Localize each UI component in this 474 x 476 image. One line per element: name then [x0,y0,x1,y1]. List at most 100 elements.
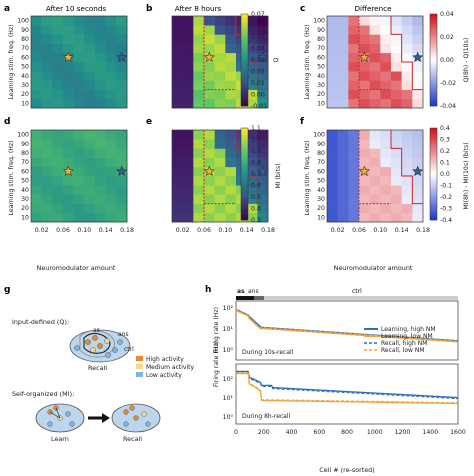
heatmap-cell [391,16,402,26]
colorbar-tick: 0.1 [440,160,450,167]
as-label: as [93,327,100,334]
heatmap-cell [225,52,237,63]
colorbar-segment [430,203,437,207]
raster-xtick: 1400 [422,429,438,436]
heatmap-cell [84,98,96,109]
ytick-label: 40 [21,73,29,80]
heatmap-cell [41,139,53,149]
colorbar-segment [430,60,437,63]
heatmap-cell [391,34,402,44]
heatmap-cell [116,43,128,54]
colorbar-tick: -0.04 [440,103,456,110]
ytick-top-1e2: 10² [223,305,234,312]
heatmap-c [326,15,424,109]
heatmap-cell [116,62,128,72]
colorbar-q: 0.07 0.06 0.05 0.04 0.03 0.02 0.01 0.00 -0.01 [240,11,267,110]
heatmap-cell [41,80,53,90]
panel-d-ylabel: Learning stim. freq. (Hz) [8,140,15,215]
heatmap-cell [31,176,42,186]
colorbar-segment [241,43,248,47]
heatmap-cell [63,80,74,90]
heatmap-cell [73,25,85,35]
raster-xtick: 0 [234,429,238,436]
colorbar-segment [430,180,437,184]
heatmap-cell [31,52,42,63]
top-caption: During 10s-recall [242,349,294,356]
ytick-label: 100 [17,132,29,139]
colorbar-segment [430,194,437,198]
panel-b-label: b [146,4,153,14]
heatmap-cell [401,139,413,149]
heatmap-cell [31,43,42,54]
heatmap-cell [348,71,360,81]
heatmap-cell [41,148,53,158]
panel-f-ylabel: Learning stim. freq. (Hz) [304,140,311,215]
heatmap-cell [257,98,269,109]
heatmap-cell [359,80,370,90]
colorbar-segment [430,178,437,182]
heatmap-cell [105,98,117,109]
curve-bot-recall-low [236,372,458,404]
heatmap-cell [105,157,117,168]
panel-c-ylabel: Learning stim. freq. (Hz) [304,24,311,99]
heatmap-cell [369,16,381,26]
heatmap-cell [246,157,258,168]
ctrl-label: ctrl [124,346,134,353]
heatmap-cell [84,25,96,35]
contour-solid [390,130,423,205]
heatmap-cell [105,148,117,158]
ytick-label: 10 [21,100,29,107]
colorbar-segment [241,185,248,189]
xtick-label: 0.18 [416,227,430,234]
colorbar-tick: 0.3 [251,217,261,224]
colorbar-tick: 0.7 [251,171,261,178]
colorbar-segment [241,85,248,88]
panel-d-label: d [4,117,10,127]
heatmap-cell [172,62,183,72]
heatmap-cell [31,62,42,72]
heatmap-cell [225,148,237,158]
heatmap-cell [412,71,424,81]
colorbar-segment [241,78,248,81]
colorbar-segment [241,57,248,61]
heatmap-cell [327,98,338,109]
legend-low-swatch [136,372,143,377]
colorbar-segment [430,57,437,61]
heatmap-cell [193,212,205,223]
heatmap-cell [105,203,117,214]
colorbar-segment [241,162,248,166]
colorbar-segment [430,171,437,175]
heatmap-cell [41,34,53,44]
colorbar-segment [430,27,437,31]
colorbar-segment [241,215,248,218]
heatmap-cell [380,52,392,63]
heatmap-cell [52,148,64,158]
heatmap-cell [337,157,349,168]
heatmap-cell [105,71,117,81]
heatmap-cell [84,203,96,214]
colorbar-segment [241,48,248,52]
colorbar-tick: 0.05 [251,34,265,41]
xtick-label: 0.10 [218,227,232,234]
colorbar-segment [430,41,437,45]
heatmap-cell [63,176,74,186]
colorbar-segment [241,187,248,191]
colorbar-segment [241,25,248,29]
heatmap-cell [369,34,381,44]
heatmap-cell [369,62,381,72]
heatmap-frame [30,15,128,109]
cell-low [117,339,123,345]
colorbar-segment [430,185,437,189]
heatmap-cell [63,148,74,158]
heatmap-cell [359,139,370,149]
heatmap-cell [105,212,117,223]
heatmap-cell [182,43,194,54]
heatmap-frame [326,129,424,223]
heatmap-cell [95,71,106,81]
raster-xtick: 1600 [450,429,466,436]
heatmap-cell [412,139,424,149]
heatmap-cell [380,139,392,149]
panel-d-xlabel: Neuromodulator amount [37,264,116,272]
heatmap-cell [193,52,205,63]
heatmap-cell [63,89,74,100]
